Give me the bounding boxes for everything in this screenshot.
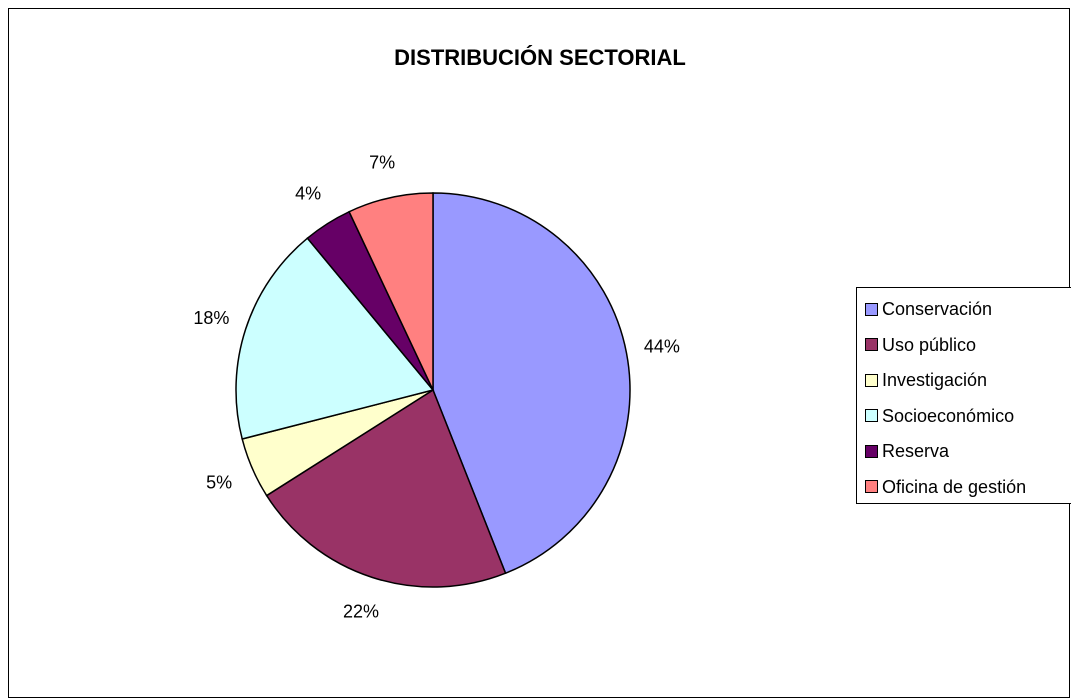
pie-slice-socioecon-mico — [235, 237, 435, 440]
data-label: 18% — [193, 308, 229, 328]
chart-legend: Conservación Uso público Investigación Soci… — [856, 287, 1071, 504]
data-label: 22% — [343, 602, 379, 622]
data-label: 7% — [369, 153, 395, 173]
pie-chart: 44% 22% 5% 18% 4% 7% — [193, 153, 680, 622]
data-label: 44% — [644, 336, 680, 356]
legend-swatch — [865, 444, 878, 458]
legend-item: Investigación — [865, 369, 987, 391]
legend-label: Reserva — [882, 441, 950, 461]
chart-title: DISTRIBUCIÓN SECTORIAL — [394, 45, 686, 70]
chart-area: DISTRIBUCIÓN SECTORIAL 44% 22% 5% 18% 4% 7% C… — [8, 8, 1071, 698]
pie-slice-conservaci-n — [432, 192, 631, 575]
legend-swatch — [865, 480, 878, 494]
legend-item: Reserva — [865, 440, 949, 462]
legend-swatch — [865, 338, 878, 352]
legend-label: Oficina de gestión — [882, 476, 1027, 497]
legend-item: Conservación — [865, 298, 992, 320]
legend-swatch — [865, 373, 878, 387]
legend-label: Conservación — [882, 299, 993, 319]
legend-label: Socioeconómico — [882, 405, 1015, 426]
legend-item: Oficina de gestión — [865, 476, 1026, 498]
legend-swatch — [865, 302, 878, 316]
legend-swatch — [865, 409, 878, 423]
pie-slice-uso-p-blico — [265, 388, 507, 588]
pie-slice-oficina-de-gesti-n — [348, 192, 434, 391]
legend-item: Uso público — [865, 334, 976, 356]
data-label: 5% — [206, 473, 232, 493]
legend-item: Socioeconómico — [865, 405, 1014, 427]
data-label: 4% — [295, 183, 321, 203]
legend-label: Investigación — [882, 370, 988, 390]
legend-label: Uso público — [882, 334, 977, 355]
